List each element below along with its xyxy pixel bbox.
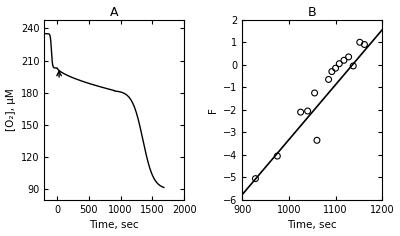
Y-axis label: [O₂], μM: [O₂], μM: [6, 88, 16, 131]
Point: [325, 78, 332, 81]
Point: [252, 177, 259, 181]
Point: [311, 91, 318, 95]
Title: B: B: [308, 6, 316, 19]
X-axis label: Time, sec: Time, sec: [288, 220, 337, 230]
Point: [336, 62, 342, 66]
Point: [314, 138, 320, 142]
Point: [304, 109, 311, 113]
Point: [298, 110, 304, 114]
X-axis label: Time, sec: Time, sec: [90, 220, 139, 230]
Point: [341, 58, 347, 62]
Point: [350, 64, 356, 68]
Point: [361, 43, 368, 46]
Title: A: A: [110, 6, 118, 19]
Y-axis label: F: F: [208, 107, 218, 113]
Point: [274, 154, 280, 158]
Point: [356, 40, 363, 44]
Point: [329, 70, 335, 73]
Point: [332, 66, 339, 70]
Point: [345, 55, 352, 59]
